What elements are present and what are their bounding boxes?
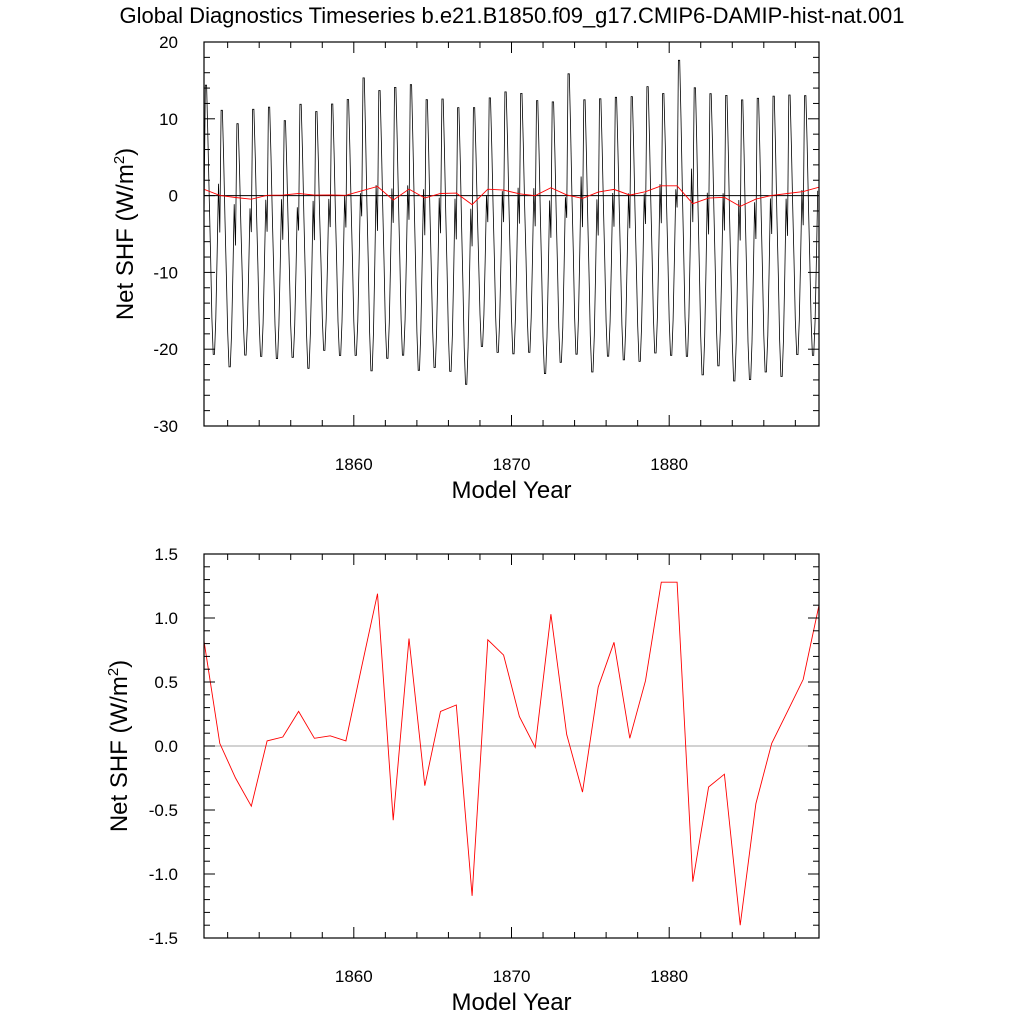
y-tick-label: 1.5 [154, 545, 178, 564]
y-tick-label: -10 [153, 263, 178, 282]
x-tick-label: 1860 [335, 967, 373, 986]
x-axis-title: Model Year [451, 989, 571, 1016]
x-tick-label: 1880 [650, 967, 688, 986]
y-axis-title: Net SHF (W/m2) [105, 660, 133, 832]
x-tick-label: 1860 [335, 455, 373, 474]
y-tick-label: -1.5 [149, 929, 178, 948]
y-tick-label: -20 [153, 340, 178, 359]
bottom-panel: 1860 1870 1880 1.5 1.0 0.5 0.0 -0.5 -1.0 -1.5 Mode… [105, 545, 820, 1016]
y-axis-title: Net SHF (W/m2) [111, 148, 139, 320]
y-tick-label: 0 [169, 187, 178, 206]
y-tick-label: -30 [153, 417, 178, 436]
series-annual-line [204, 581, 819, 926]
chart-title: Global Diagnostics Timeseries b.e21.B185… [119, 3, 904, 28]
x-tick-label: 1870 [493, 967, 531, 986]
x-axis-title: Model Year [451, 477, 571, 504]
y-tick-label: 1.0 [154, 609, 178, 628]
x-tick-label: 1870 [493, 455, 531, 474]
series-monthly-line [204, 59, 819, 385]
y-tick-label: -0.5 [149, 801, 178, 820]
y-tick-label: 0.5 [154, 673, 178, 692]
y-tick-label: 10 [159, 110, 178, 129]
y-tick-label: 0.0 [154, 737, 178, 756]
y-tick-label: -1.0 [149, 865, 178, 884]
x-tick-label: 1880 [650, 455, 688, 474]
y-tick-label: 20 [159, 33, 178, 52]
series-annual-line [204, 185, 819, 207]
top-panel: 1860 1870 1880 20 10 0 -10 -20 -30 Model Year Net … [111, 33, 820, 504]
